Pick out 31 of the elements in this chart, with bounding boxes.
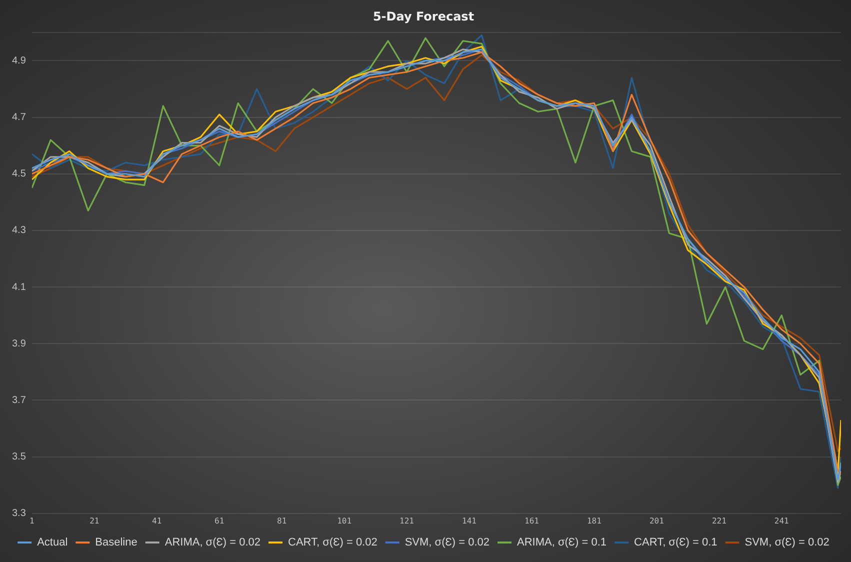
x-tick-label: 101 xyxy=(337,516,352,526)
y-tick-label: 3.7 xyxy=(12,394,26,406)
x-tick-label: 161 xyxy=(524,516,540,526)
x-tick-label: 81 xyxy=(276,516,287,526)
legend-label: CART, σ(Ɛ) = 0.1 xyxy=(634,536,718,549)
y-tick-label: 3.9 xyxy=(12,338,26,350)
legend-label: ARIMA, σ(Ɛ) = 0.1 xyxy=(517,536,607,549)
x-tick-label: 121 xyxy=(400,516,414,526)
y-tick-label: 3.5 xyxy=(12,452,26,463)
y-tick-label: 4.9 xyxy=(12,55,26,66)
y-tick-label: 4.7 xyxy=(12,112,26,124)
y-tick-label: 4.3 xyxy=(12,225,26,236)
legend-label: SVM, σ(Ɛ) = 0.02 xyxy=(404,536,490,549)
x-tick-label: 241 xyxy=(774,516,790,526)
x-tick-label: 221 xyxy=(712,516,727,526)
y-tick-label: 4.1 xyxy=(12,282,26,293)
legend-label: CART, σ(Ɛ) = 0.02 xyxy=(288,536,378,549)
x-tick-label: 201 xyxy=(649,516,664,526)
x-tick-label: 41 xyxy=(152,516,162,526)
legend-label: SVM, σ(Ɛ) = 0.02 xyxy=(744,536,830,549)
legend-label: Actual xyxy=(37,536,68,549)
x-tick-label: 181 xyxy=(586,516,602,526)
y-tick-label: 4.5 xyxy=(12,168,26,180)
legend-label: ARIMA, σ(Ɛ) = 0.02 xyxy=(164,536,261,549)
y-tick-label: 3.3 xyxy=(12,508,26,520)
x-tick-label: 61 xyxy=(214,516,224,526)
chart-title: 5-Day Forecast xyxy=(372,9,474,24)
x-tick-label: 141 xyxy=(462,516,477,526)
x-tick-label: 21 xyxy=(90,516,100,526)
legend-label: Baseline xyxy=(95,536,138,549)
x-tick-label: 1 xyxy=(29,516,34,526)
